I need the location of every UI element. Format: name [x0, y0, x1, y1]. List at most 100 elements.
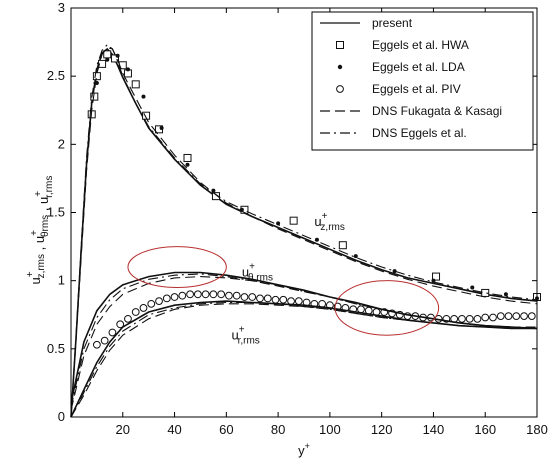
point-eggels-et-al-piv: [279, 295, 288, 304]
point-eggels-et-al-piv: [248, 293, 257, 301]
point-eggels-et-al-hwa: [211, 192, 220, 201]
series-line-present: [70, 300, 537, 418]
point-eggels-et-al-piv: [178, 291, 187, 300]
point-eggels-et-al-hwa: [131, 80, 140, 89]
point-eggels-et-al-lda: [141, 94, 146, 99]
point-eggels-et-al-piv: [357, 305, 365, 314]
curve-annotation: u+ r,rms: [232, 324, 260, 346]
point-eggels-et-al-piv: [465, 314, 474, 323]
x-axis-label-sup: +: [305, 441, 310, 451]
series-line-dns-fukagata-kasagi: [70, 276, 537, 411]
legend-box: [311, 11, 534, 151]
point-eggels-et-al-piv: [193, 290, 202, 299]
point-eggels-et-al-piv: [232, 291, 241, 300]
point-eggels-et-al-piv: [170, 293, 179, 301]
point-eggels-et-al-piv: [108, 328, 117, 337]
point-eggels-et-al-hwa: [103, 50, 112, 59]
legend-label: DNS Eggels et al.: [372, 126, 467, 140]
point-eggels-et-al-lda: [115, 53, 120, 58]
legend-swatch: [337, 64, 343, 70]
point-eggels-et-al-hwa: [481, 288, 490, 297]
series-line-dns-fukagata-kasagi: [70, 46, 538, 418]
point-eggels-et-al-piv: [201, 290, 210, 299]
point-eggels-et-al-piv: [155, 297, 163, 306]
point-eggels-et-al-piv: [271, 295, 280, 304]
point-eggels-et-al-piv: [473, 314, 482, 323]
point-eggels-et-al-hwa: [98, 59, 107, 68]
point-eggels-et-al-lda: [353, 254, 358, 259]
highlight-ellipse: [127, 246, 227, 288]
point-eggels-et-al-lda: [392, 269, 397, 274]
series-line-dns-eggels-et-al: [70, 273, 538, 408]
point-eggels-et-al-lda: [125, 67, 130, 72]
point-eggels-et-al-hwa: [432, 272, 441, 281]
point-eggels-et-al-piv: [504, 312, 513, 321]
y-tick-label: 1.5: [47, 205, 65, 220]
legend-label: Eggels et al. PIV: [372, 82, 461, 96]
x-tick-label: 180: [526, 422, 548, 437]
point-eggels-et-al-lda: [470, 285, 475, 290]
x-tick-label: 120: [371, 422, 393, 437]
legend-swatch: [336, 85, 344, 93]
series-line-dns-eggels-et-al: [70, 301, 537, 418]
x-tick-label: 80: [271, 422, 285, 437]
point-eggels-et-al-hwa: [338, 241, 347, 250]
point-eggels-et-al-piv: [512, 312, 521, 321]
point-eggels-et-al-piv: [333, 302, 342, 311]
legend: present Eggels et al. HWA Eggels et al. LD…: [311, 11, 534, 151]
point-eggels-et-al-piv: [186, 290, 194, 299]
point-eggels-et-al-piv: [372, 308, 381, 316]
point-eggels-et-al-lda: [276, 221, 281, 226]
point-eggels-et-al-piv: [434, 314, 443, 323]
point-eggels-et-al-piv: [263, 294, 272, 303]
legend-label: present: [372, 16, 413, 30]
point-eggels-et-al-piv: [225, 291, 233, 300]
point-eggels-et-al-piv: [489, 313, 497, 322]
series-line-dns-eggels-et-al: [70, 44, 538, 418]
point-eggels-et-al-piv: [131, 308, 140, 316]
point-eggels-et-al-piv: [458, 314, 466, 323]
point-eggels-et-al-lda: [159, 125, 164, 130]
tick-layer: 20 40 60 80 100 120 140 160 180 0 0.5 1 1.5 2 2.5 3: [47, 0, 548, 437]
point-eggels-et-al-piv: [403, 312, 412, 321]
point-eggels-et-al-piv: [364, 306, 373, 315]
x-tick-label: 160: [474, 422, 496, 437]
point-eggels-et-al-piv: [209, 290, 218, 299]
point-eggels-et-al-piv: [147, 299, 156, 308]
point-eggels-et-al-piv: [217, 290, 226, 299]
y-tick-label: 0: [58, 409, 65, 424]
series-layer: [70, 44, 541, 418]
point-eggels-et-al-piv: [240, 293, 249, 301]
y-axis-label: u+z,rms , u+θrms , u+r,rms: [25, 176, 55, 285]
point-eggels-et-al-hwa: [142, 111, 151, 120]
y-tick-label: 2.5: [47, 68, 65, 83]
x-tick-label: 140: [423, 422, 445, 437]
y-tick-label: 0.5: [47, 341, 65, 356]
point-eggels-et-al-hwa: [92, 72, 101, 81]
y-axis-label-text: u+z,rms , u+θrms , u+r,rms: [25, 176, 55, 285]
y-tick-label: 2: [58, 136, 65, 151]
point-eggels-et-al-piv: [520, 312, 528, 321]
x-tick-label: 20: [116, 422, 130, 437]
x-axis-label: y+: [298, 441, 310, 458]
point-eggels-et-al-lda: [314, 237, 319, 242]
point-eggels-et-al-piv: [162, 294, 171, 303]
point-eggels-et-al-piv: [527, 312, 536, 321]
series-line-dns-fukagata-kasagi: [70, 303, 537, 418]
point-eggels-et-al-piv: [395, 310, 404, 319]
point-eggels-et-al-lda: [105, 57, 110, 62]
highlight-ellipse: [334, 280, 440, 336]
point-eggels-et-al-piv: [310, 299, 319, 308]
point-eggels-et-al-piv: [302, 298, 311, 307]
point-eggels-et-al-piv: [92, 340, 101, 349]
point-eggels-et-al-piv: [318, 299, 327, 308]
point-eggels-et-al-piv: [294, 297, 303, 306]
x-tick-label: 60: [219, 422, 233, 437]
point-eggels-et-al-hwa: [289, 216, 298, 225]
point-eggels-et-al-lda: [503, 292, 508, 297]
point-eggels-et-al-piv: [100, 336, 109, 345]
legend-label: Eggels et al. LDA: [372, 60, 465, 74]
annotation-layer: u+ z,rms u+ θ,rms u+ r,rms: [232, 211, 345, 346]
point-eggels-et-al-piv: [496, 312, 505, 321]
